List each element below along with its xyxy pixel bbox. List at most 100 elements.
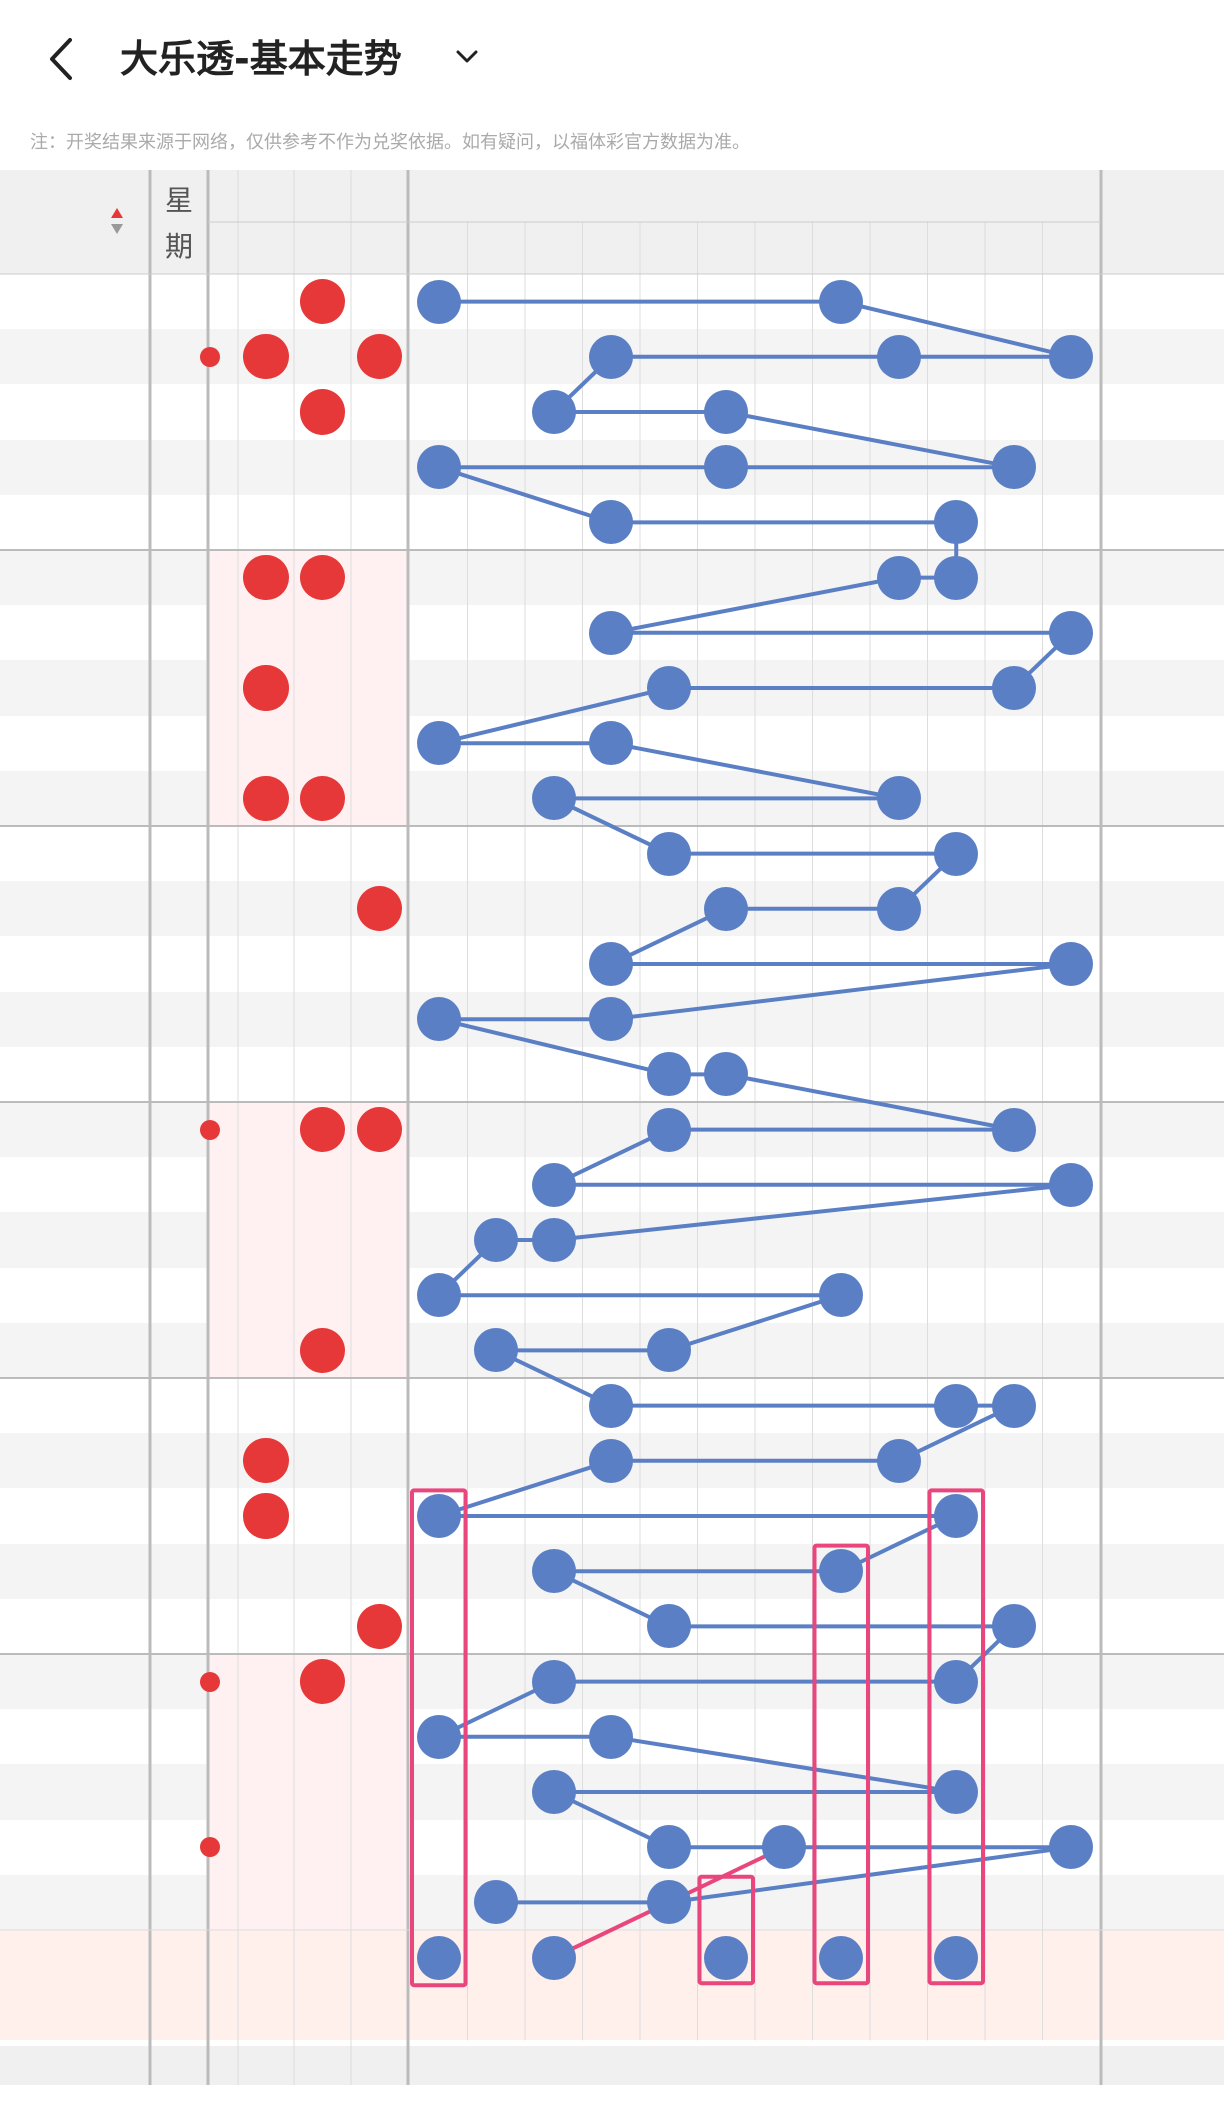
header-period[interactable] — [0, 170, 150, 274]
front-miss-cell — [208, 274, 238, 329]
blue-miss-cell — [813, 1764, 871, 1819]
select-blue-10[interactable] — [928, 1985, 986, 2040]
blue-miss-cell — [468, 605, 526, 660]
blue-ball — [531, 390, 576, 434]
blue-miss-cell — [813, 329, 871, 384]
blue-miss-cell — [698, 1654, 756, 1709]
blue-miss-cell — [870, 384, 928, 439]
blue-miss-cell — [1043, 1654, 1101, 1709]
front-miss-cell — [351, 1268, 408, 1323]
header-blue-07 — [755, 222, 813, 274]
header-blue-12 — [1043, 222, 1101, 274]
selected-blue-ball[interactable] — [531, 1935, 576, 1980]
blue-miss-cell — [698, 1102, 756, 1157]
selected-blue-ball[interactable] — [704, 1935, 749, 1980]
select-front-2[interactable] — [208, 1930, 238, 1985]
select-blue-03[interactable] — [525, 1985, 583, 2040]
period-cell — [0, 1544, 150, 1599]
select-blue-09[interactable] — [870, 1930, 928, 1985]
select-front-35[interactable] — [351, 1930, 408, 1985]
blue-ball — [876, 334, 921, 379]
weekday-cell — [150, 1544, 208, 1599]
blue-miss-cell — [813, 550, 871, 605]
blue-miss-cell — [928, 1047, 986, 1102]
blue-miss-cell — [468, 1268, 526, 1323]
select-blue-11[interactable] — [985, 1930, 1043, 1985]
weekday-cell — [150, 550, 208, 605]
select-front-33[interactable] — [238, 1930, 294, 1985]
weekday-cell — [150, 1212, 208, 1267]
sum-cell — [1101, 716, 1224, 771]
select-blue-07[interactable] — [755, 1930, 813, 1985]
back-arrow-icon[interactable] — [40, 30, 84, 88]
select-blue-08[interactable] — [813, 1985, 871, 2040]
blue-ball — [704, 390, 749, 434]
chevron-down-icon[interactable] — [450, 40, 484, 74]
front-miss-cell — [294, 440, 351, 495]
blue-miss-cell — [870, 495, 928, 550]
blue-miss-cell — [410, 1820, 468, 1875]
page-title[interactable]: 大乐透-基本走势 — [120, 37, 402, 81]
blue-ball — [991, 666, 1036, 710]
sort-icon[interactable] — [110, 206, 124, 236]
select-front-33[interactable] — [238, 1985, 294, 2040]
select-front-2[interactable] — [208, 1985, 238, 2040]
blue-miss-cell — [1043, 1268, 1101, 1323]
front-miss-cell — [351, 384, 408, 439]
blue-miss-cell — [640, 716, 698, 771]
select-blue-12[interactable] — [1043, 1985, 1101, 2040]
red-ball — [200, 1671, 220, 1692]
header-blue-01 — [410, 222, 468, 274]
red-ball — [356, 1107, 403, 1153]
select-blue-05[interactable] — [640, 1985, 698, 2040]
select-blue-02[interactable] — [468, 1930, 526, 1985]
blue-miss-cell — [410, 1544, 468, 1599]
select-blue-09[interactable] — [870, 1985, 928, 2040]
blue-miss-cell — [468, 1157, 526, 1212]
blue-miss-cell — [928, 384, 986, 439]
blue-miss-cell — [870, 1875, 928, 1930]
select-label[interactable] — [90, 1930, 170, 1985]
select-blue-06[interactable] — [698, 1985, 756, 2040]
period-cell — [0, 1820, 150, 1875]
select-blue-12[interactable] — [1043, 1930, 1101, 1985]
disclaimer-notice: 注：开奖结果来源于网络，仅供参考不作为兑奖依据。如有疑问，以福体彩官方数据为准。 — [30, 132, 750, 153]
select-front-34[interactable] — [294, 1930, 351, 1985]
blue-miss-cell — [928, 1323, 986, 1378]
select-blue-01[interactable] — [410, 1985, 468, 2040]
selected-blue-ball[interactable] — [819, 1935, 864, 1980]
blue-miss-cell — [525, 1268, 583, 1323]
select-blue-02[interactable] — [468, 1985, 526, 2040]
sum-cell — [1101, 495, 1224, 550]
blue-miss-cell — [468, 1654, 526, 1709]
selected-blue-ball[interactable] — [416, 1935, 461, 1980]
front-miss-cell — [208, 716, 238, 771]
select-blue-04[interactable] — [583, 1985, 641, 2040]
blue-miss-cell — [813, 716, 871, 771]
blue-miss-cell — [410, 1047, 468, 1102]
blue-ball — [531, 1659, 576, 1704]
blue-miss-cell — [813, 384, 871, 439]
front-miss-cell — [208, 881, 238, 936]
select-label[interactable] — [90, 1985, 170, 2040]
front-miss-cell — [208, 1157, 238, 1212]
select-front-34[interactable] — [294, 1985, 351, 2040]
select-blue-04[interactable] — [583, 1930, 641, 1985]
selected-blue-ball[interactable] — [934, 1935, 979, 1980]
blue-miss-cell — [640, 495, 698, 550]
blue-miss-cell — [525, 329, 583, 384]
blue-miss-cell — [985, 1268, 1043, 1323]
front-miss-cell — [294, 329, 351, 384]
sum-cell — [1101, 1212, 1224, 1267]
select-blue-11[interactable] — [985, 1985, 1043, 2040]
front-miss-cell — [351, 274, 408, 329]
trend-table[interactable]: 星期 — [0, 170, 1224, 2085]
header-blue-05 — [640, 222, 698, 274]
weekday-cell — [150, 936, 208, 991]
blue-miss-cell — [870, 1378, 928, 1433]
select-blue-05[interactable] — [640, 1930, 698, 1985]
blue-miss-cell — [410, 329, 468, 384]
sum-cell — [1101, 771, 1224, 826]
select-blue-07[interactable] — [755, 1985, 813, 2040]
select-front-35[interactable] — [351, 1985, 408, 2040]
